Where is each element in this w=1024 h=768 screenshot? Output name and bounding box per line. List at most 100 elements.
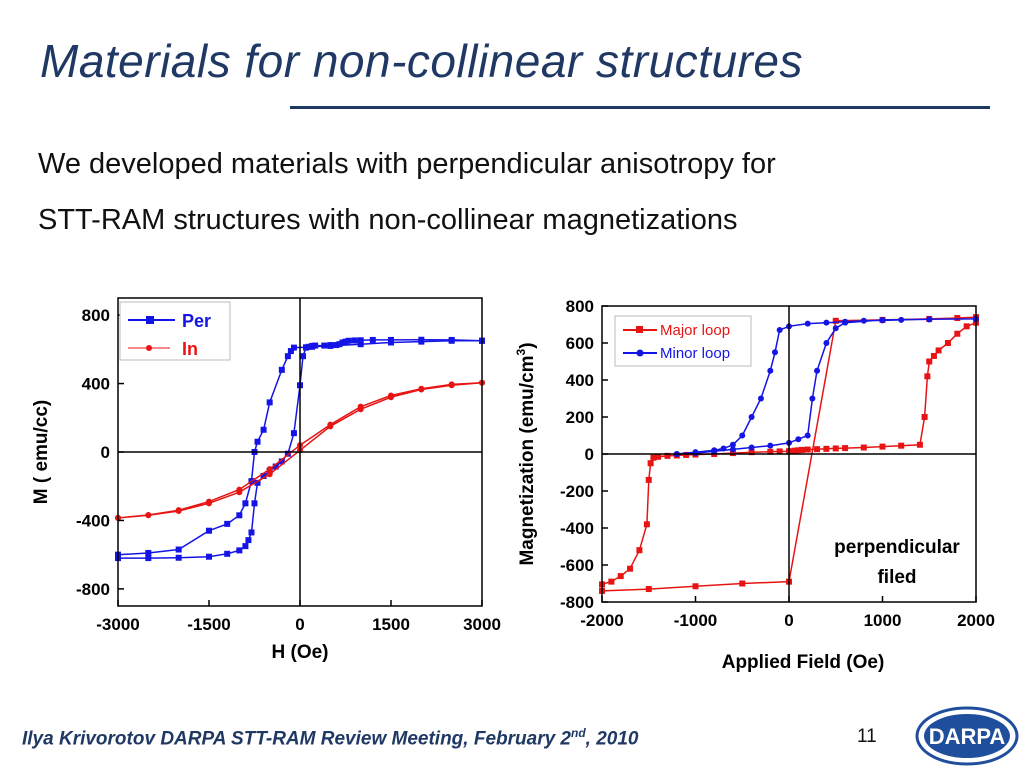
data-point	[650, 454, 657, 461]
data-point	[814, 446, 821, 453]
data-point	[832, 317, 839, 324]
data-point	[954, 315, 961, 322]
darpa-logo-text: DARPA	[929, 724, 1006, 749]
data-point	[333, 342, 340, 349]
data-point	[448, 381, 455, 388]
data-point	[284, 450, 291, 457]
data-point	[284, 353, 291, 360]
data-point	[260, 472, 267, 479]
data-point	[664, 452, 671, 459]
data-point	[860, 444, 867, 451]
data-point	[921, 414, 928, 420]
chart-legend: Major loop Minor loop	[614, 315, 752, 367]
data-point	[266, 466, 273, 473]
data-point	[767, 448, 774, 455]
data-point	[729, 450, 736, 457]
data-point	[260, 426, 267, 433]
data-point	[748, 449, 755, 456]
data-point	[963, 323, 970, 330]
data-point	[776, 327, 783, 334]
data-point	[236, 547, 243, 554]
y-tick-label: 200	[566, 408, 594, 427]
data-point	[645, 586, 652, 593]
data-point	[748, 444, 755, 451]
data-point	[248, 529, 255, 536]
data-point	[916, 441, 923, 448]
y-tick-label: -600	[560, 556, 594, 575]
data-point	[357, 403, 364, 410]
data-point	[729, 446, 736, 453]
hysteresis-chart-major-minor: -2000 -1000 0 1000 2000 8006004002000-200-40…	[514, 297, 995, 673]
data-point	[832, 325, 839, 332]
data-point	[351, 337, 358, 344]
data-point	[804, 446, 811, 453]
data-point	[388, 392, 394, 399]
chart-legend: Per In	[119, 301, 231, 361]
data-point	[729, 441, 736, 448]
data-point	[926, 316, 933, 323]
data-point	[345, 337, 352, 344]
slide-title: Materials for non-collinear structures	[40, 35, 803, 87]
data-point	[954, 330, 961, 337]
data-point	[809, 395, 816, 402]
data-point	[860, 317, 867, 324]
data-point	[327, 421, 334, 428]
y-tick-label: -400	[76, 511, 110, 530]
data-point	[898, 442, 905, 449]
data-point	[236, 486, 243, 493]
data-point	[879, 443, 886, 450]
data-point	[357, 341, 364, 348]
data-point	[935, 347, 942, 354]
x-tick-label: -1500	[187, 615, 230, 634]
data-point	[278, 366, 285, 373]
x-axis-label: Applied Field (Oe)	[722, 652, 885, 673]
data-point	[791, 447, 798, 454]
data-point	[823, 340, 830, 346]
data-point	[290, 430, 297, 437]
x-tick-labels: -2000 -1000 0 1000 2000	[580, 596, 995, 630]
data-point	[300, 353, 307, 360]
data-point	[224, 550, 231, 557]
data-point	[804, 320, 811, 327]
x-axis-label: H (Oe)	[272, 642, 329, 663]
data-point	[336, 341, 343, 348]
y-tick-label: 400	[566, 371, 594, 390]
legend-label-minor-loop: Minor loop	[660, 345, 730, 362]
data-point	[944, 340, 951, 346]
x-tick-label: 1000	[864, 611, 902, 630]
data-point	[643, 521, 650, 528]
y-tick-label: -800	[76, 580, 110, 599]
data-point	[627, 565, 634, 572]
x-tick-label: 0	[784, 611, 793, 630]
data-point	[254, 479, 261, 486]
data-point	[339, 339, 346, 346]
body-text-line-1: We developed materials with perpendicula…	[38, 148, 776, 180]
data-point	[930, 352, 937, 359]
title-underline	[290, 106, 990, 109]
data-point	[617, 573, 624, 580]
data-point	[145, 511, 152, 518]
data-point	[312, 342, 319, 349]
data-point	[814, 367, 821, 374]
x-tick-label: 2000	[957, 611, 995, 630]
data-point	[242, 500, 249, 507]
y-tick-label: 800	[82, 306, 110, 325]
data-point	[321, 342, 328, 349]
x-tick-label: -2000	[580, 611, 623, 630]
data-point	[767, 367, 774, 374]
data-point	[748, 414, 755, 420]
x-tick-label: -1000	[674, 611, 717, 630]
y-tick-label: 0	[585, 445, 594, 464]
data-point	[287, 348, 294, 355]
data-point	[145, 555, 152, 562]
data-point	[799, 446, 806, 453]
series-line-minor-loop	[676, 318, 977, 455]
data-point	[327, 342, 334, 349]
data-point	[236, 512, 243, 519]
annotation-line-2: filed	[877, 567, 916, 588]
hysteresis-chart-per-in: -3000 -1500 0 1500 3000 800 400 0 -400 -800 H (O…	[31, 297, 501, 663]
annotation-line-1: perpendicular	[834, 537, 960, 558]
y-tick-label: -800	[560, 593, 594, 612]
data-point	[309, 343, 316, 350]
data-point	[145, 549, 152, 556]
